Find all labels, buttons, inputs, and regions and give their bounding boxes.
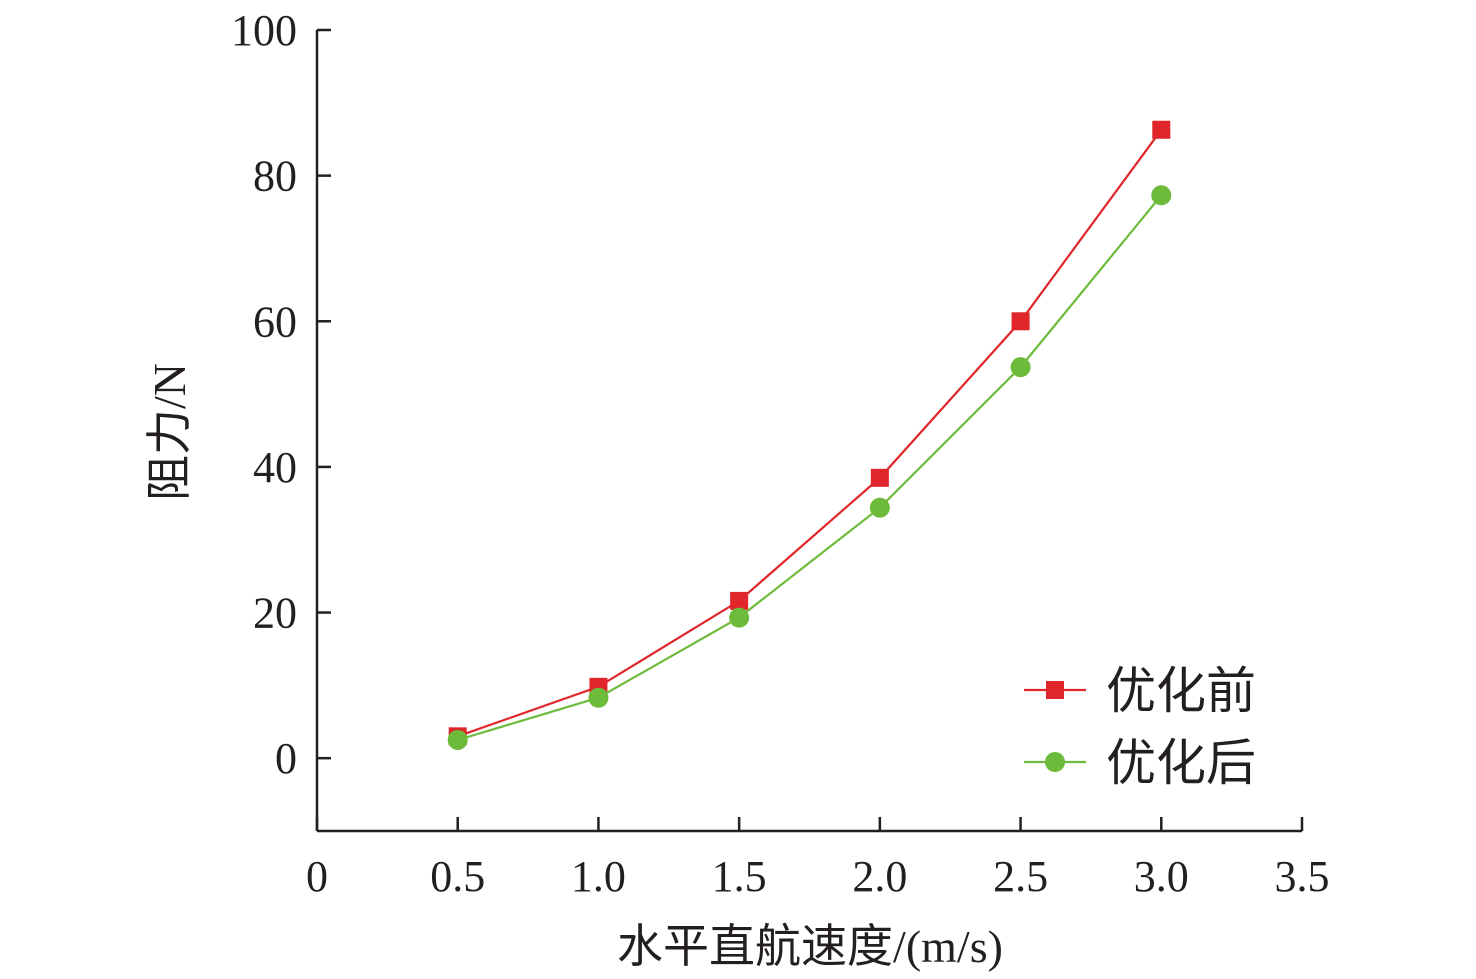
series-line [457,194,1163,742]
y-tick-label: 80 [253,152,297,201]
x-axis-title: 水平直航速度/(m/s) [617,921,1003,972]
data-point [1010,357,1031,378]
legend-item: 优化后 [1024,735,1256,791]
series-2 [447,185,1172,750]
x-tick-label: 3.0 [1134,852,1189,901]
data-point [729,607,750,628]
x-tick-label: 1.0 [571,852,626,901]
series-layer [447,120,1172,750]
x-tick-label: 2.5 [993,852,1048,901]
legend-marker-circle [1045,752,1065,772]
x-tick-label: 2.0 [852,852,907,901]
x-tick-label: 0.5 [430,852,485,901]
data-point [447,729,468,750]
axes [315,30,1302,833]
legend-item: 优化前 [1024,663,1256,719]
data-point [730,591,749,610]
x-ticks: 0 0.5 1.0 1.5 2.0 2.5 3.0 3.5 [306,817,1330,901]
legend-label: 优化前 [1106,663,1256,719]
data-point [588,687,609,708]
y-tick-label: 20 [253,589,297,638]
x-tick-label: 0 [306,852,328,901]
x-tick-label: 3.5 [1275,852,1330,901]
y-tick-label: 100 [231,6,297,55]
y-tick-label: 60 [253,297,297,346]
y-tick-label: 0 [275,734,297,783]
y-tick-label: 40 [253,443,297,492]
x-tick-label: 1.5 [712,852,767,901]
data-point [1011,312,1030,331]
y-ticks: 0 20 40 60 80 100 [231,6,331,783]
y-axis-title: 阻力/N [144,363,195,501]
legend-marker-square [1046,681,1064,699]
data-point [869,497,890,518]
legend-label: 优化后 [1106,735,1256,791]
data-point [1151,185,1172,206]
data-point [1152,120,1171,139]
series-1 [448,120,1171,746]
data-point [870,468,889,487]
series-line [457,129,1163,738]
